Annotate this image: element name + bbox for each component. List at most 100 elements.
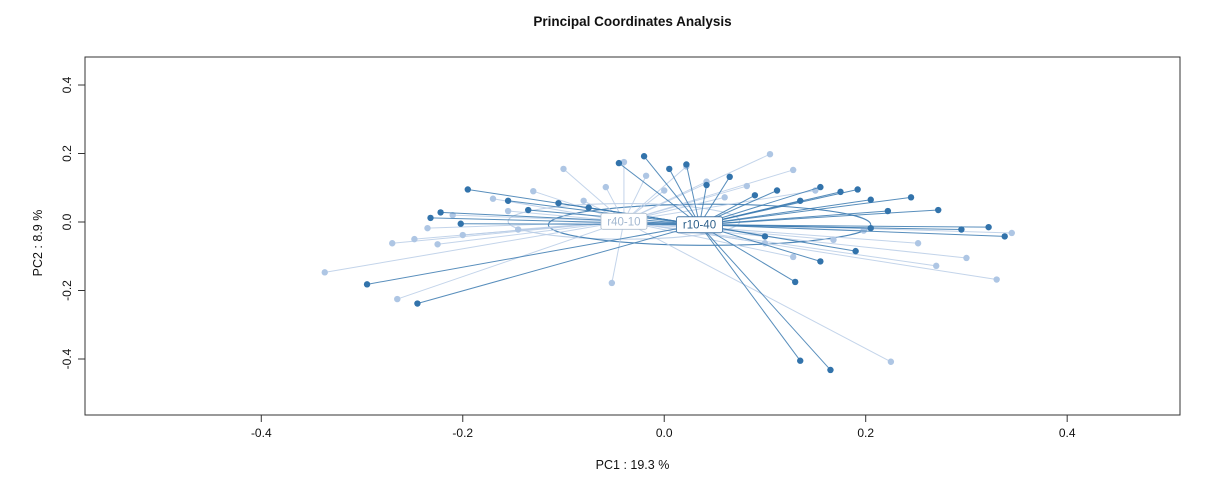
y-tick-label: -0.2	[60, 280, 74, 301]
data-point-r40-10	[743, 182, 751, 190]
spider-line-r40-10	[623, 190, 816, 222]
data-point-r10-40	[773, 187, 781, 194]
data-point-r10-40	[751, 192, 759, 199]
spider-line-r40-10	[623, 169, 794, 222]
data-point-r10-40	[837, 188, 844, 196]
data-point-r40-10	[608, 279, 616, 287]
data-point-r10-40	[703, 181, 710, 189]
x-axis-label: PC1 : 19.3 %	[595, 458, 670, 472]
data-point-r10-40	[437, 209, 444, 216]
data-point-r10-40	[666, 165, 673, 173]
data-point-r10-40	[867, 224, 874, 232]
spider-line-r10-40	[685, 164, 700, 225]
data-point-r40-10	[620, 158, 628, 166]
data-point-r40-10	[963, 254, 970, 262]
data-point-r40-10	[830, 236, 837, 244]
data-point-r40-10	[489, 195, 497, 202]
plot-border	[84, 56, 1181, 416]
data-point-r10-40	[797, 357, 804, 364]
group-ellipse-r10-40	[547, 203, 872, 246]
data-point-r10-40	[555, 199, 562, 207]
y-tick-label: 0.4	[60, 76, 74, 93]
data-point-r40-10	[1008, 229, 1015, 237]
spider-line-r10-40	[699, 224, 1005, 237]
data-point-r10-40	[852, 247, 859, 255]
spider-line-r10-40	[508, 200, 700, 226]
data-point-r40-10	[887, 358, 895, 365]
data-point-r40-10	[789, 253, 797, 261]
centroid-label-box-r10-40	[676, 216, 723, 234]
data-point-r40-10	[389, 240, 396, 247]
spider-line-r10-40	[699, 188, 858, 226]
spider-line-r40-10	[623, 166, 687, 222]
data-point-r40-10	[721, 194, 728, 201]
spider-line-r10-40	[699, 196, 912, 226]
spider-line-r40-10	[437, 220, 624, 245]
data-point-r10-40	[726, 173, 733, 181]
data-point-r10-40	[585, 204, 592, 211]
centroid-label-r40-10: r40-10	[607, 216, 640, 228]
data-point-r10-40	[791, 278, 799, 286]
x-tick-label: -0.2	[452, 426, 473, 440]
data-point-r10-40	[907, 194, 915, 201]
spider-line-r10-40	[643, 155, 700, 226]
data-point-r10-40	[1001, 233, 1008, 240]
data-point-r10-40	[797, 197, 804, 204]
spider-line-r40-10	[324, 220, 625, 273]
data-point-r10-40	[683, 161, 690, 168]
data-point-r40-10	[424, 224, 431, 232]
spider-line-r10-40	[430, 217, 700, 226]
data-point-r40-10	[504, 207, 512, 215]
data-point-r10-40	[615, 159, 623, 167]
data-point-r10-40	[504, 197, 512, 204]
data-point-r40-10	[602, 183, 610, 191]
spider-line-r40-10	[611, 221, 625, 284]
data-point-r10-40	[817, 258, 824, 265]
spider-line-r40-10	[623, 220, 794, 258]
data-point-r10-40	[985, 223, 992, 231]
data-point-r10-40	[827, 366, 834, 374]
data-point-r10-40	[935, 206, 942, 214]
x-tick-label: -0.4	[251, 426, 272, 440]
x-tick-label: 0.2	[857, 426, 874, 440]
data-point-r40-10	[560, 165, 567, 173]
data-point-r10-40	[867, 196, 874, 203]
y-tick-label: 0.0	[60, 213, 74, 230]
spider-line-r10-40	[417, 224, 700, 305]
data-point-r10-40	[525, 206, 532, 214]
data-point-r10-40	[427, 214, 434, 222]
data-point-r10-40	[761, 233, 769, 240]
data-point-r10-40	[363, 281, 371, 288]
spider-line-r10-40	[699, 224, 796, 283]
spider-line-r10-40	[366, 224, 700, 285]
y-tick-label: 0.2	[60, 145, 74, 162]
data-point-r10-40	[457, 220, 464, 227]
y-tick-label: -0.4	[60, 348, 74, 369]
data-point-r40-10	[766, 150, 774, 158]
centroid-label-r10-40: r10-40	[683, 220, 716, 232]
data-point-r10-40	[884, 207, 892, 215]
chart-title: Principal Coordinates Analysis	[533, 14, 732, 29]
data-point-r40-10	[661, 187, 668, 194]
data-point-r40-10	[434, 241, 441, 248]
x-tick-label: 0.0	[656, 426, 673, 440]
spider-line-r10-40	[668, 168, 700, 225]
data-point-r10-40	[958, 226, 965, 233]
spider-line-r10-40	[618, 162, 700, 226]
spider-line-r10-40	[460, 223, 700, 226]
data-point-r10-40	[640, 153, 648, 160]
data-point-r40-10	[933, 262, 940, 270]
x-tick-label: 0.4	[1059, 426, 1076, 440]
data-point-r40-10	[321, 269, 328, 276]
data-point-r40-10	[789, 166, 797, 174]
centroid-label-box-r40-10	[600, 212, 648, 230]
data-point-r10-40	[817, 183, 824, 191]
spider-line-r40-10	[623, 220, 892, 363]
data-point-r40-10	[394, 295, 401, 303]
data-point-r40-10	[580, 197, 587, 204]
data-point-r40-10	[459, 231, 466, 239]
spider-line-r40-10	[397, 220, 625, 300]
data-point-r10-40	[414, 300, 421, 307]
